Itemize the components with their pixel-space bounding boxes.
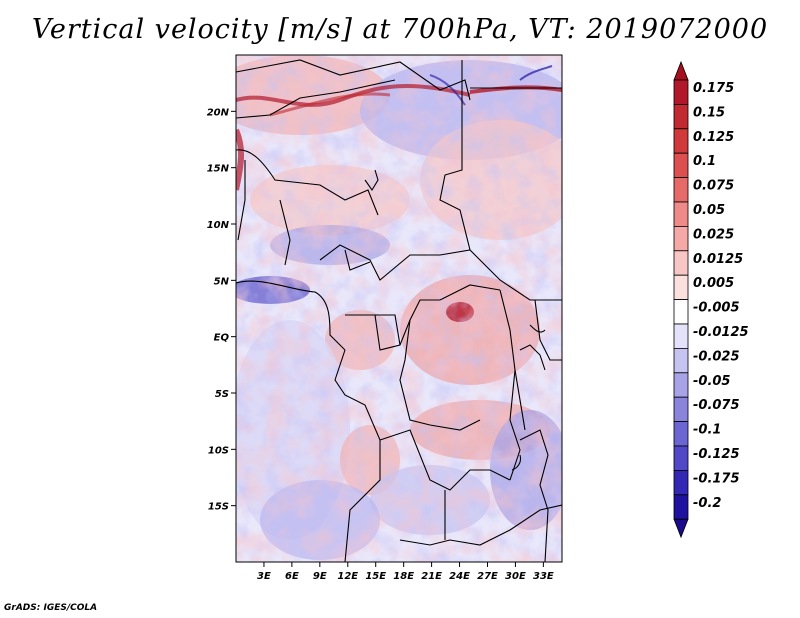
map-title: Vertical velocity [m/s] at 700hPa, VT: 2… (31, 14, 769, 45)
colorbar-label: -0.05 (693, 374, 730, 389)
colorbar-label: -0.025 (693, 349, 740, 364)
lon-tick-label: 18E (393, 571, 414, 582)
lon-tick-label: 9E (313, 571, 327, 582)
colorbar-segment (673, 274, 689, 301)
lat-tick-label: 15S (208, 502, 229, 513)
colorbar-segment (673, 225, 689, 252)
colorbar-label: -0.125 (693, 447, 740, 462)
colorbar-label: -0.005 (693, 301, 740, 316)
colorbar-segment (673, 347, 689, 374)
colorbar-label: 0.005 (693, 276, 734, 291)
lon-tick-label: 27E (477, 571, 498, 582)
lat-tick-label: 10S (208, 445, 229, 456)
colorbar-label: 0.175 (693, 81, 734, 96)
colorbar-bottom-arrow (673, 518, 689, 539)
lon-tick-label: 15E (365, 571, 386, 582)
colorbar-segment (673, 396, 689, 423)
colorbar-top-arrow (673, 60, 689, 81)
colorbar-label: -0.075 (693, 398, 740, 413)
colorbar-label: 0.1 (693, 154, 716, 169)
colorbar-label: 0.125 (693, 130, 734, 145)
lon-tick-label: 3E (257, 571, 271, 582)
colorbar-segment (673, 421, 689, 447)
colorbar-label: -0.2 (693, 496, 721, 511)
colorbar-segment (673, 299, 689, 325)
colorbar-label: 0.0125 (693, 252, 743, 267)
lon-tick-label: 12E (337, 571, 358, 582)
colorbar-label: -0.0125 (693, 325, 749, 340)
colorbar-label: -0.175 (693, 471, 740, 486)
colorbar-segment (673, 250, 689, 276)
lon-tick-label: 33E (533, 571, 554, 582)
lat-tick-label: 10N (207, 220, 230, 231)
colorbar-label: 0.05 (693, 203, 725, 218)
lat-tick-label: EQ (214, 333, 230, 344)
grads-credit: GrADS: IGES/COLA (4, 603, 98, 613)
lat-tick-label: 15N (207, 164, 230, 175)
country-boundaries (236, 59, 562, 562)
colorbar-label: 0.025 (693, 227, 734, 242)
lon-tick-label: 24E (449, 571, 470, 582)
colorbar-segment (673, 177, 689, 203)
colorbar-segment (673, 494, 689, 520)
colorbar-segment (673, 323, 689, 349)
lat-tick-label: 5S (215, 389, 229, 400)
lat-tick-label: 5N (214, 276, 230, 287)
lon-tick-label: 21E (421, 571, 442, 582)
colorbar-segment (673, 372, 689, 398)
colorbar-segment (673, 79, 689, 105)
colorbar-segment (673, 201, 689, 227)
lat-tick-label: 20N (207, 107, 230, 118)
colorbar-segment (673, 469, 689, 496)
map-frame (235, 54, 563, 563)
colorbar-label: 0.075 (693, 179, 734, 194)
lon-tick-label: 30E (505, 571, 526, 582)
colorbar-segment (673, 104, 689, 130)
colorbar-segment (673, 128, 689, 154)
longitude-axis: 3E 6E 9E 12E 15E 18E 21E 24E 27E 30E 33E (257, 562, 554, 582)
velocity-field (236, 55, 562, 562)
latitude-axis: 20N 15N 10N 5N EQ 5S 10S 15S (207, 107, 236, 513)
colorbar-segment (673, 152, 689, 178)
colorbar-label: -0.1 (693, 423, 721, 438)
colorbar: 0.175 0.15 0.125 0.1 0.075 0.05 0.025 0.0125 0.0… (673, 60, 749, 539)
colorbar-segment (673, 445, 689, 471)
lon-tick-label: 6E (285, 571, 299, 582)
colorbar-label: 0.15 (693, 105, 725, 120)
